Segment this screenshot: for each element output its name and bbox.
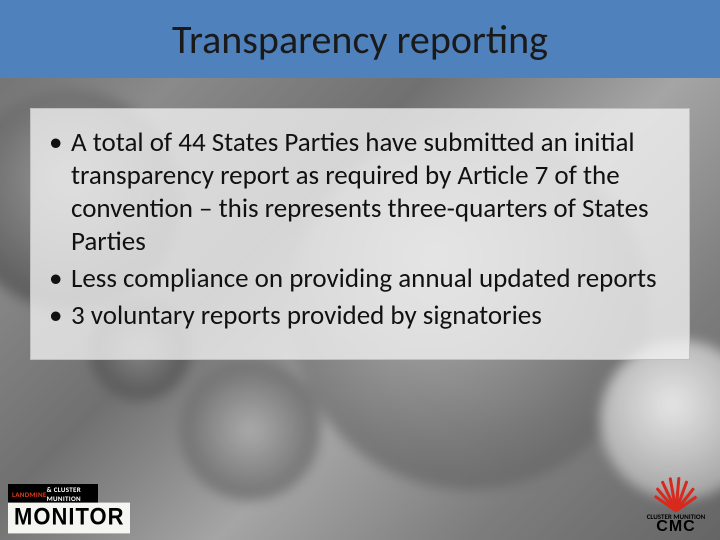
slide-root: Transparency reporting A total of 44 Sta…	[0, 0, 720, 540]
monitor-badge-text-b: & CLUSTER MUNITION	[47, 485, 94, 503]
bullet-item: A total of 44 States Parties have submit…	[45, 127, 675, 259]
bullet-list: A total of 44 States Parties have submit…	[45, 127, 675, 333]
title-bar: Transparency reporting	[0, 0, 720, 78]
content-box: A total of 44 States Parties have submit…	[30, 108, 690, 360]
cmc-label-big: CMC	[656, 520, 695, 534]
monitor-badge-text-a: LANDMINE	[12, 490, 47, 499]
footer-right-logo: CLUSTER MUNITION CMC	[642, 480, 710, 534]
monitor-logo: LANDMINE & CLUSTER MUNITION MONITOR	[8, 484, 130, 532]
slide-title: Transparency reporting	[172, 15, 548, 64]
bullet-item: 3 voluntary reports provided by signator…	[45, 300, 675, 333]
cmc-burst-icon	[652, 480, 700, 511]
bullet-item: Less compliance on providing annual upda…	[45, 263, 675, 296]
monitor-word: MONITOR	[8, 503, 130, 534]
monitor-badge: LANDMINE & CLUSTER MUNITION	[8, 484, 98, 504]
footer-left-logo: LANDMINE & CLUSTER MUNITION MONITOR	[8, 484, 130, 532]
